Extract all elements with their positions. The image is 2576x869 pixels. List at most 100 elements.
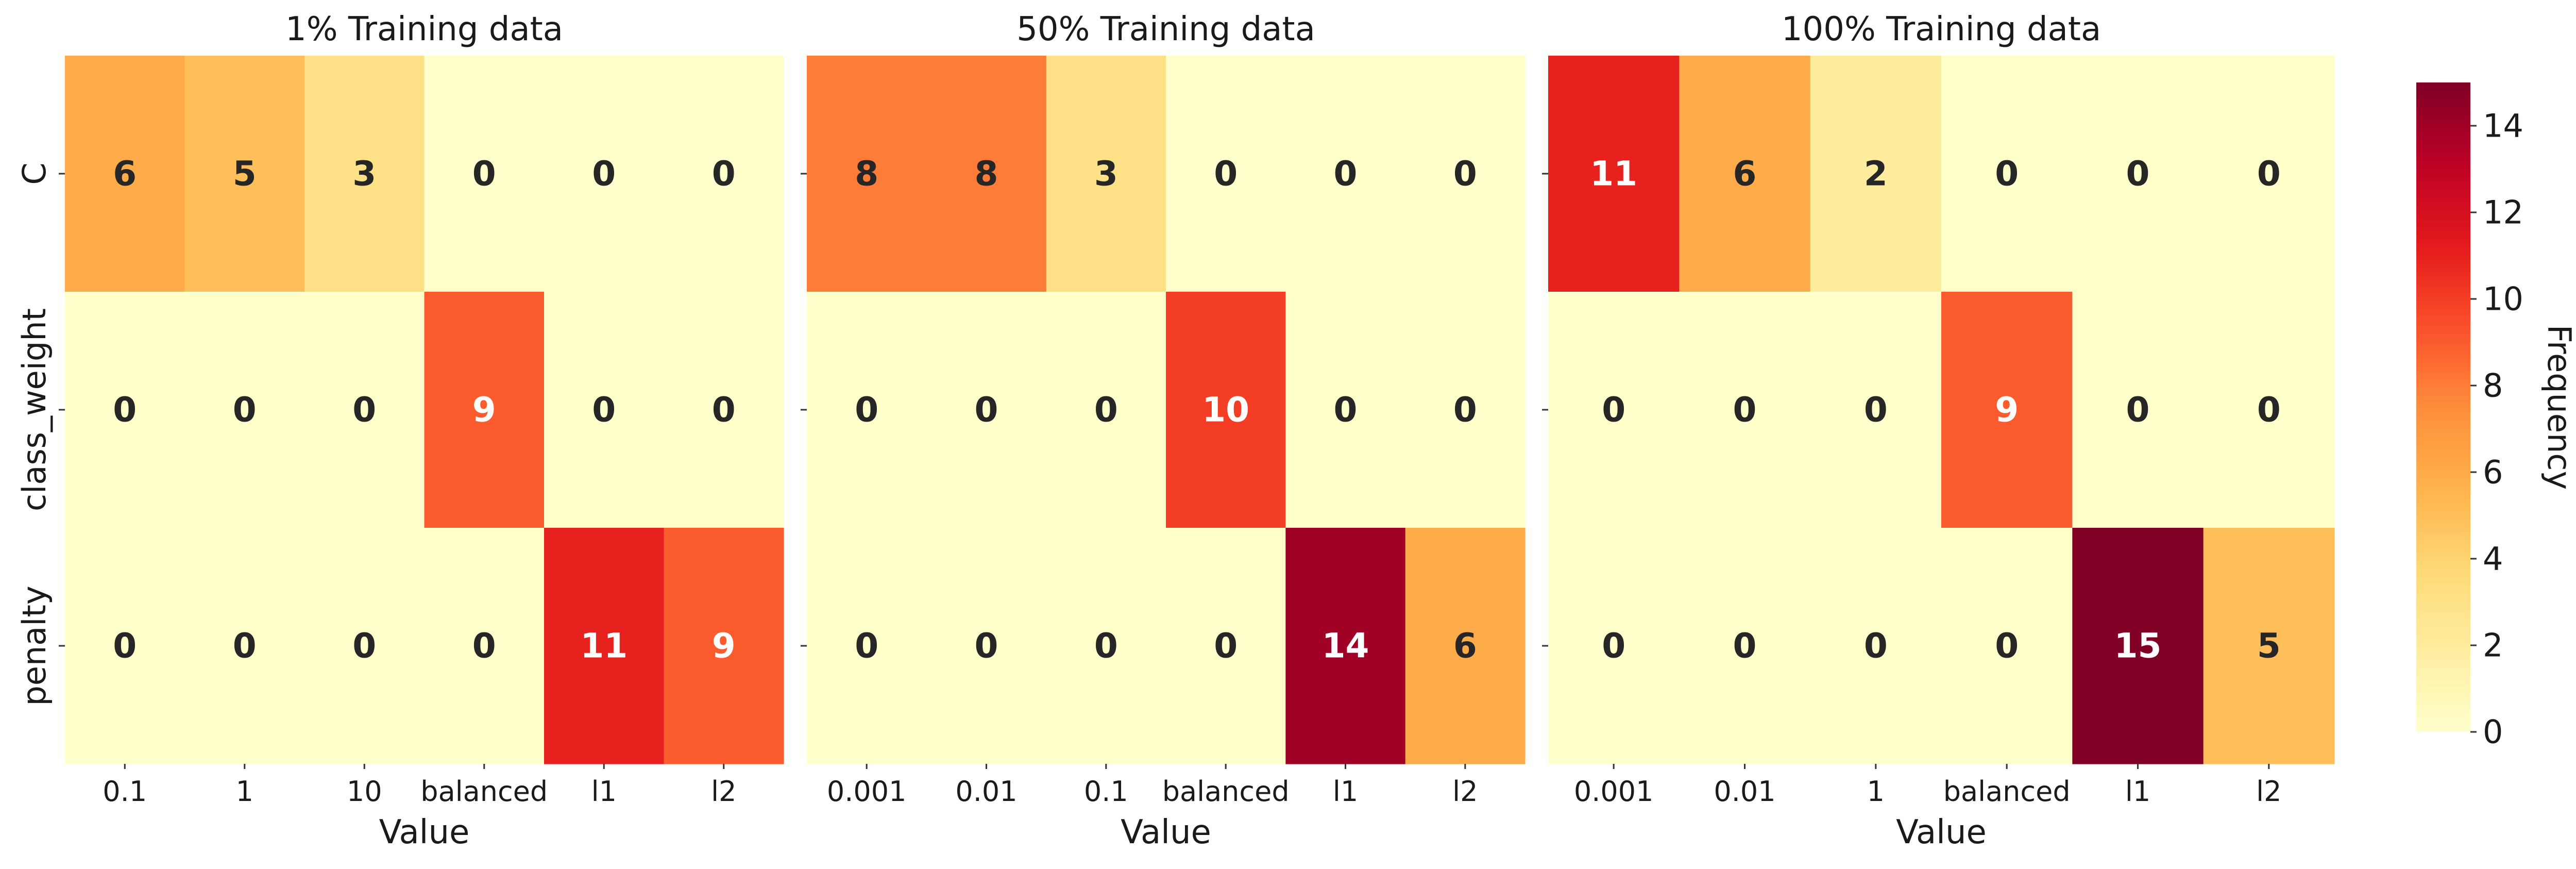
colorbar: 0 2 4 6 8 10 12 14 Frequency xyxy=(2416,82,2576,751)
heatmap-cell xyxy=(1046,528,1166,764)
cell-annotation: 0 xyxy=(472,626,496,666)
cell-annotation: 0 xyxy=(1602,390,1625,430)
heatmap-cell xyxy=(926,528,1047,764)
cell-annotation: 0 xyxy=(1214,154,1238,194)
cell-annotation: 0 xyxy=(2257,154,2281,194)
cell-annotation: 0 xyxy=(1864,626,1888,666)
cell-annotation: 5 xyxy=(233,154,257,194)
cell-annotation: 6 xyxy=(1453,626,1477,666)
heatmap-cell xyxy=(65,56,185,292)
cell-annotation: 8 xyxy=(975,154,998,194)
cell-annotation: 6 xyxy=(113,154,137,194)
colorbar-label: Frequency xyxy=(2540,325,2576,490)
cell-annotation: 0 xyxy=(113,626,137,666)
cell-annotation: 0 xyxy=(712,154,736,194)
cell-annotation: 0 xyxy=(1094,626,1118,666)
cell-annotation: 0 xyxy=(975,390,998,430)
heatmap-cell xyxy=(1548,292,1680,528)
heatmap-cell xyxy=(926,292,1047,528)
cell-annotation: 0 xyxy=(352,390,376,430)
heatmap-cell xyxy=(1679,528,1811,764)
heatmap-cell xyxy=(1405,56,1526,292)
x-axis-label: Value xyxy=(1896,813,1987,851)
cell-annotation: 0 xyxy=(1995,626,2019,666)
y-tick-label: C xyxy=(15,162,53,185)
heatmap-cell xyxy=(304,56,425,292)
heatmap-cell xyxy=(544,528,665,764)
heatmap-cell xyxy=(544,292,665,528)
cell-annotation: 0 xyxy=(352,626,376,666)
cell-annotation: 0 xyxy=(592,154,616,194)
heatmap-cell xyxy=(807,528,927,764)
cell-annotation: 0 xyxy=(2126,390,2150,430)
heatmap-cell xyxy=(65,528,185,764)
x-tick-label: 0.01 xyxy=(955,775,1017,808)
heatmap-cell xyxy=(926,56,1047,292)
cell-annotation: 0 xyxy=(2126,154,2150,194)
heatmap-cell xyxy=(2203,528,2335,764)
heatmap-cell xyxy=(184,292,305,528)
colorbar-tick-label: 2 xyxy=(2483,627,2503,664)
heatmap-cell xyxy=(1679,292,1811,528)
x-tick-label: balanced xyxy=(1162,775,1290,808)
x-tick-label: 1 xyxy=(236,775,253,808)
x-axis-label: Value xyxy=(379,813,470,851)
heatmap-cell xyxy=(2072,56,2204,292)
cell-annotation: 5 xyxy=(2257,626,2281,666)
heatmap-cell xyxy=(1941,292,2073,528)
cell-annotation: 0 xyxy=(1733,390,1757,430)
cell-annotation: 2 xyxy=(1864,154,1888,194)
cell-annotation: 0 xyxy=(592,390,616,430)
heatmap-cell xyxy=(424,292,545,528)
cell-annotation: 0 xyxy=(712,390,736,430)
panel-title: 100% Training data xyxy=(1782,10,2101,48)
cell-annotation: 0 xyxy=(1334,390,1358,430)
x-tick-label: 0.001 xyxy=(1574,775,1654,808)
cell-annotation: 15 xyxy=(2114,626,2162,666)
cell-annotation: 0 xyxy=(1864,390,1888,430)
cell-annotation: 0 xyxy=(472,154,496,194)
heatmap-cell xyxy=(424,56,545,292)
heatmap-cell xyxy=(1166,292,1286,528)
cell-annotation: 0 xyxy=(113,390,137,430)
x-tick-label: balanced xyxy=(420,775,548,808)
x-tick-label: 10 xyxy=(347,775,382,808)
x-tick-label: 1 xyxy=(1867,775,1885,808)
cell-annotation: 0 xyxy=(1214,626,1238,666)
cell-annotation: 0 xyxy=(1602,626,1625,666)
heatmap-panel-1: 1% Training data 6 5 3 0 0 0 0 0 0 9 0 0 0 0 0 0 11 9 0.1 1 1… xyxy=(15,10,784,851)
heatmap-cell xyxy=(1046,292,1166,528)
heatmap-cell xyxy=(2072,292,2204,528)
colorbar-tick-label: 12 xyxy=(2483,194,2523,231)
cell-annotation: 9 xyxy=(1995,390,2019,430)
panel-title: 1% Training data xyxy=(285,10,563,48)
colorbar-tick-label: 8 xyxy=(2483,367,2503,405)
heatmap-cell xyxy=(1046,56,1166,292)
cell-annotation: 0 xyxy=(1453,390,1477,430)
x-tick-label: l2 xyxy=(1452,775,1478,808)
x-tick-label: 0.1 xyxy=(103,775,147,808)
heatmap-cell xyxy=(304,528,425,764)
colorbar-gradient xyxy=(2416,82,2470,732)
heatmap-cell xyxy=(184,56,305,292)
y-tick-label: penalty xyxy=(15,586,53,706)
heatmap-panel-3: 100% Training data 11 6 2 0 0 0 0 0 0 9 0 0 0 0 0 0 15 5 0.… xyxy=(1542,10,2335,851)
heatmap-cell xyxy=(1548,528,1680,764)
x-tick-label: 0.1 xyxy=(1084,775,1128,808)
cell-annotation: 6 xyxy=(1733,154,1757,194)
cell-annotation: 11 xyxy=(1590,154,1637,194)
cell-annotation: 0 xyxy=(2257,390,2281,430)
heatmap-cell xyxy=(1941,56,2073,292)
cell-annotation: 0 xyxy=(1094,390,1118,430)
x-axis-label: Value xyxy=(1121,813,1211,851)
heatmap-cell xyxy=(664,292,784,528)
cell-annotation: 14 xyxy=(1322,626,1369,666)
heatmap-cell xyxy=(424,528,545,764)
heatmap-cell xyxy=(304,292,425,528)
x-tick-label: l1 xyxy=(2125,775,2150,808)
cell-annotation: 0 xyxy=(1733,626,1757,666)
cell-annotation: 0 xyxy=(233,626,257,666)
heatmap-cell xyxy=(1941,528,2073,764)
x-tick-label: l1 xyxy=(1333,775,1358,808)
cell-annotation: 0 xyxy=(975,626,998,666)
